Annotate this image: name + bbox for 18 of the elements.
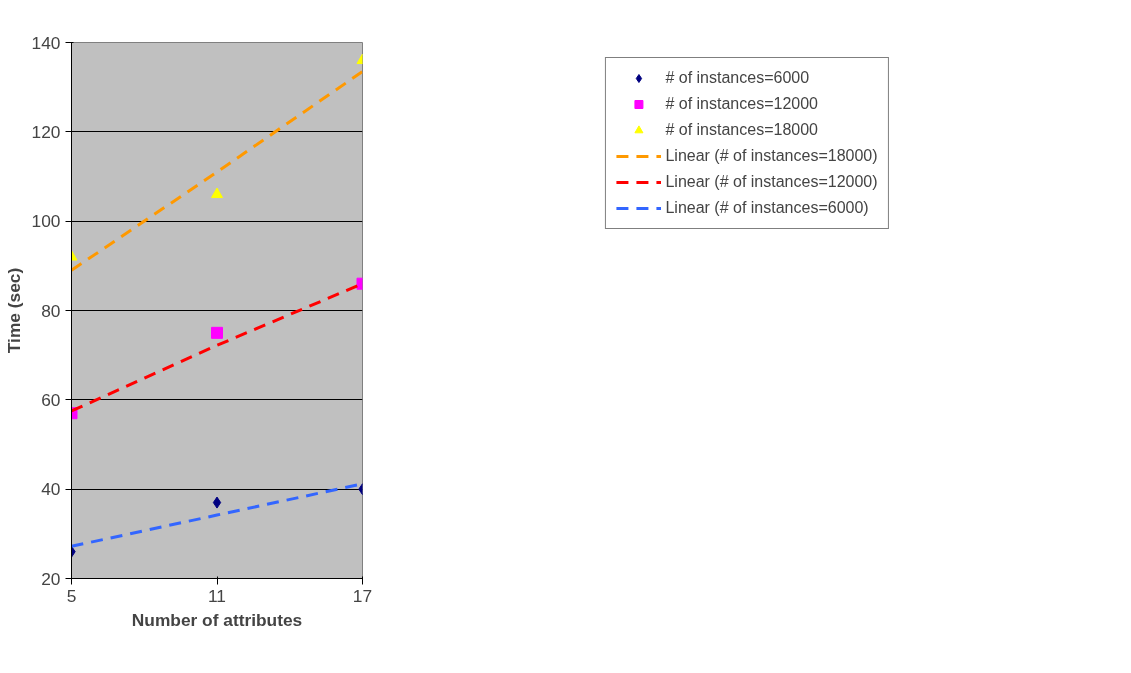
legend-label: # of instances=18000 [665, 121, 818, 139]
legend-label: # of instances=6000 [665, 69, 810, 87]
x-tick-label: 17 [352, 585, 373, 606]
y-tick-label: 20 [41, 568, 61, 589]
y-tick-label: 60 [41, 389, 61, 410]
x-tick-label: 11 [208, 585, 227, 606]
y-tick-label: 100 [31, 211, 61, 232]
y-tick-label: 80 [41, 300, 61, 321]
y-axis-title: Time (sec) [3, 267, 24, 354]
x-axis-title: Number of attributes [131, 609, 303, 630]
y-tick-label: 40 [41, 479, 61, 500]
y-tick-label: 120 [31, 121, 61, 142]
x-tick-label: 5 [66, 585, 77, 606]
legend-label: # of instances=12000 [665, 95, 818, 113]
legend-label: Linear (# of instances=6000) [665, 199, 869, 217]
y-tick-label: 140 [31, 32, 61, 53]
legend-label: Linear (# of instances=18000) [665, 147, 878, 165]
legend-label: Linear (# of instances=12000) [665, 173, 878, 191]
